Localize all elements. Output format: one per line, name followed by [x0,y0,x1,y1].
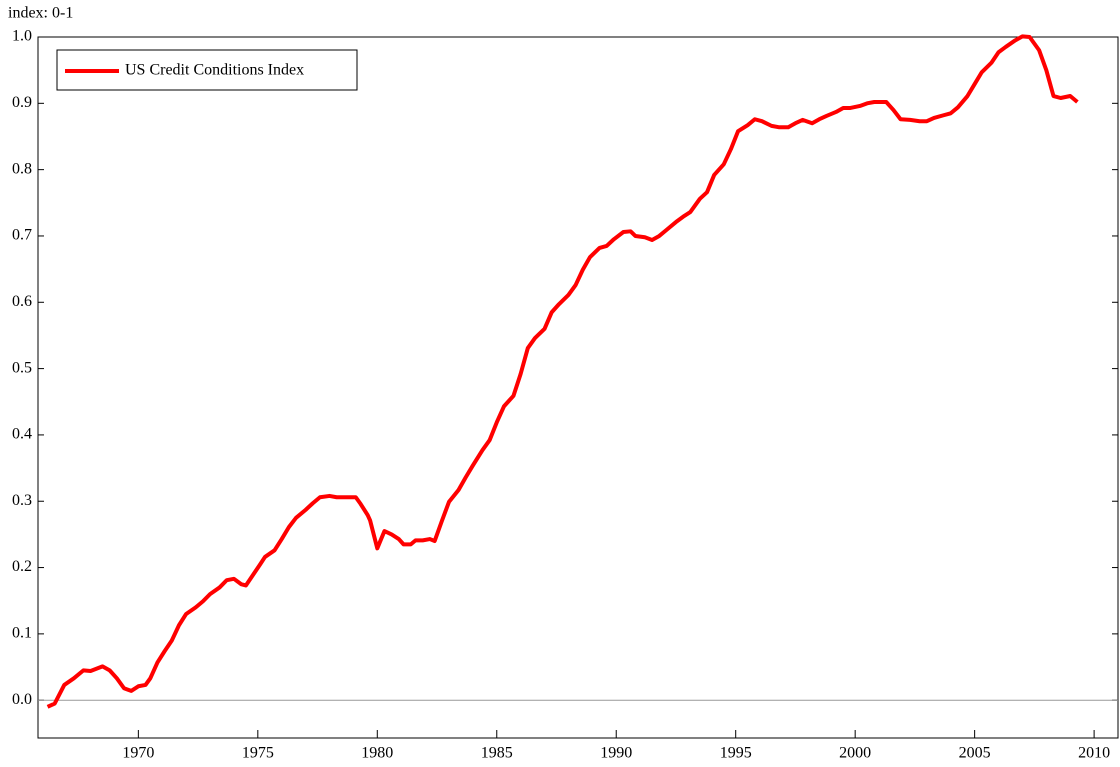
x-tick-label: 1980 [361,745,393,762]
x-tick-label: 1985 [481,745,513,762]
x-tick-label: 2005 [959,745,991,762]
y-axis-label: index: 0-1 [8,5,73,22]
x-tick-label: 1975 [242,745,274,762]
y-tick-label: 1.0 [12,28,32,45]
y-tick-label: 0.3 [12,492,32,509]
y-tick-label: 0.1 [12,625,32,642]
y-tick-label: 0.5 [12,359,32,376]
plot-frame [37,36,1119,739]
y-tick-label: 0.6 [12,293,32,310]
x-tick-label: 2000 [839,745,871,762]
x-tick-label: 1995 [720,745,752,762]
y-tick-label: 0.0 [12,691,32,708]
x-tick-label: 1990 [600,745,632,762]
y-tick-label: 0.4 [12,426,32,443]
y-tick-label: 0.2 [12,558,32,575]
x-tick-label: 1970 [122,745,154,762]
y-tick-label: 0.7 [12,227,32,244]
y-tick-label: 0.9 [12,94,32,111]
series-line [46,34,1079,709]
x-tick-label: 2010 [1078,745,1110,762]
legend-label: US Credit Conditions Index [125,62,304,79]
y-tick-label: 0.8 [12,160,32,177]
